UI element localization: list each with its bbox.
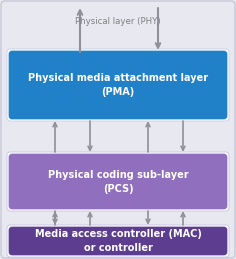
FancyBboxPatch shape (7, 152, 229, 211)
Text: Physical layer (PHY): Physical layer (PHY) (75, 18, 161, 26)
Text: Physical media attachment layer
(PMA): Physical media attachment layer (PMA) (28, 73, 208, 97)
Text: Media access controller (MAC)
or controller: Media access controller (MAC) or control… (34, 229, 202, 253)
FancyBboxPatch shape (7, 225, 229, 257)
FancyBboxPatch shape (9, 227, 227, 255)
FancyBboxPatch shape (9, 51, 227, 119)
FancyBboxPatch shape (7, 49, 229, 121)
Text: Physical coding sub-layer
(PCS): Physical coding sub-layer (PCS) (48, 169, 188, 193)
FancyBboxPatch shape (9, 154, 227, 209)
